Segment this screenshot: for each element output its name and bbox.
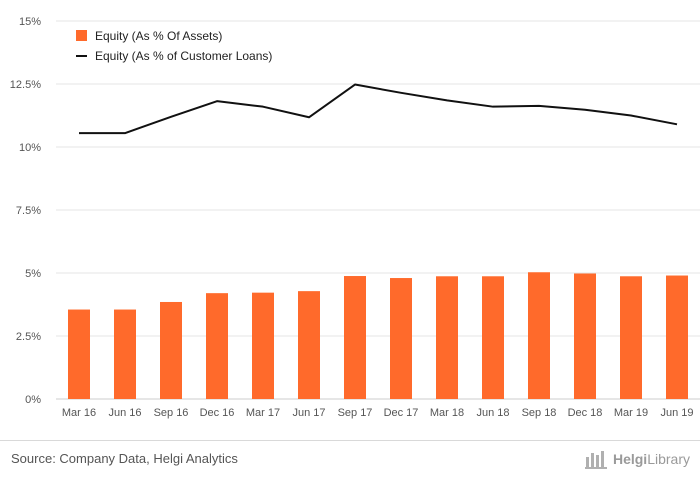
bar (436, 276, 458, 399)
y-tick-label: 2.5% (16, 331, 41, 343)
source-note: Source: Company Data, Helgi Analytics (11, 451, 238, 466)
y-axis: 0% 2.5% 5% 7.5% 10% 12.5% 15% (10, 16, 41, 406)
x-tick-label: Jun 19 (660, 407, 693, 419)
legend-label-loans: Equity (As % of Customer Loans) (95, 49, 272, 63)
x-tick-label: Jun 17 (292, 407, 325, 419)
bar (344, 276, 366, 399)
brand-name-bold: Helgi (612, 451, 648, 467)
bar (390, 278, 412, 399)
bar (68, 309, 90, 399)
bar (620, 276, 642, 399)
y-tick-label: 10% (19, 142, 41, 154)
bar (160, 301, 182, 399)
bar-series (68, 272, 688, 399)
x-tick-label: Dec 17 (384, 407, 419, 419)
x-tick-label: Sep 16 (154, 407, 189, 419)
grid-lines (56, 20, 700, 400)
x-tick-label: Sep 18 (522, 407, 557, 419)
x-tick-label: Dec 16 (200, 407, 235, 419)
bar (252, 292, 274, 399)
legend-label-assets: Equity (As % Of Assets) (95, 29, 222, 43)
y-tick-label: 15% (19, 16, 41, 28)
bar (666, 275, 688, 399)
x-tick-label: Jun 18 (476, 407, 509, 419)
y-tick-label: 7.5% (16, 205, 41, 217)
brand-name-rest: Library (647, 451, 690, 467)
bar (206, 293, 228, 399)
x-tick-label: Mar 18 (430, 407, 464, 419)
footer: Source: Company Data, Helgi Analytics He… (0, 440, 700, 484)
brand-logo: Helgi Library (584, 449, 690, 469)
x-tick-label: Sep 17 (338, 407, 373, 419)
bar (482, 276, 504, 399)
y-tick-label: 5% (25, 268, 41, 280)
x-tick-label: Mar 16 (62, 407, 96, 419)
legend: Equity (As % Of Assets) Equity (As % of … (76, 29, 272, 63)
x-tick-label: Dec 18 (568, 407, 603, 419)
x-axis: Mar 16 Jun 16 Sep 16 Dec 16 Mar 17 Jun 17 Sep … (62, 407, 694, 419)
chart: 0% 2.5% 5% 7.5% 10% 12.5% 15% Mar 16 Jun 16 Sep … (10, 16, 700, 419)
bar (528, 272, 550, 399)
bar (114, 309, 136, 399)
x-tick-label: Mar 17 (246, 407, 280, 419)
bar (574, 273, 596, 399)
x-tick-label: Jun 16 (108, 407, 141, 419)
series-line (79, 83, 678, 135)
y-tick-label: 0% (25, 394, 41, 406)
legend-swatch-assets (76, 30, 87, 41)
x-tick-label: Mar 19 (614, 407, 648, 419)
line-series (79, 83, 678, 135)
y-tick-label: 12.5% (10, 79, 41, 91)
helgi-library-logo-icon (584, 451, 607, 469)
bar (298, 291, 320, 399)
